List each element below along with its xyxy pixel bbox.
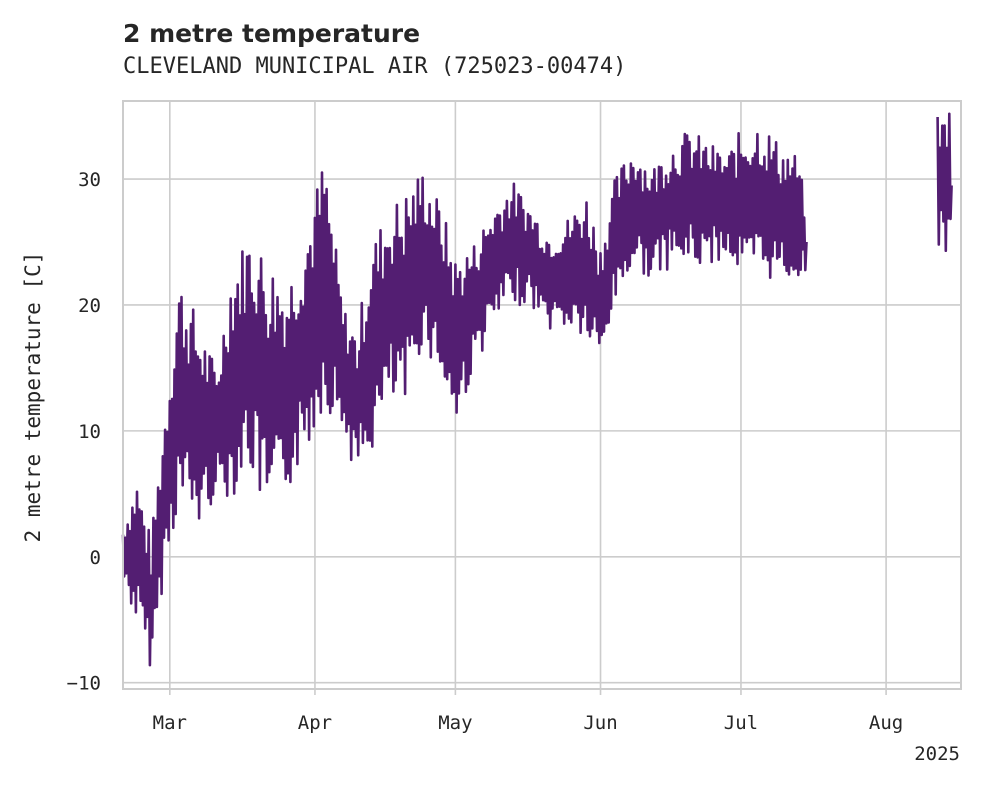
chart-subtitle: CLEVELAND MUNICIPAL AIR (725023-00474) <box>123 54 626 79</box>
x-axis: Mar Apr May Jun Jul Aug <box>153 689 903 734</box>
x-tick-label: Aug <box>869 712 903 734</box>
y-tick-label: 0 <box>90 547 101 569</box>
y-tick-label: 10 <box>78 421 101 443</box>
x-tick-label: Jun <box>583 712 617 734</box>
y-axis: −10 0 10 20 30 <box>67 169 101 695</box>
chart-title: 2 metre temperature <box>123 19 420 48</box>
y-axis-label: 2 metre temperature [C] <box>21 252 45 543</box>
temperature-series-1 <box>936 112 953 252</box>
temperature-series-0 <box>121 132 808 667</box>
x-tick-label: Mar <box>153 712 187 734</box>
x-year-label: 2025 <box>914 743 960 765</box>
x-tick-label: Jul <box>724 712 758 734</box>
x-tick-label: May <box>438 712 472 734</box>
y-tick-label: −10 <box>67 673 101 695</box>
y-tick-label: 30 <box>78 169 101 191</box>
y-tick-label: 20 <box>78 295 101 317</box>
series-layer <box>121 112 953 667</box>
x-tick-label: Apr <box>298 712 332 734</box>
plot-frame <box>122 100 962 690</box>
